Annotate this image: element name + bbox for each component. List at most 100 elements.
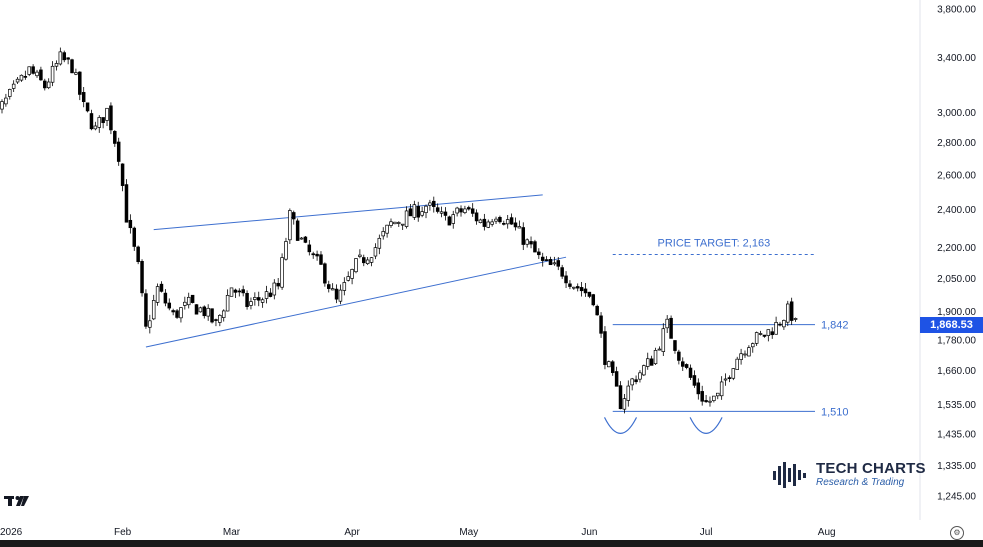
candle-body [482,218,487,227]
candle-body [669,317,673,339]
candle-body [288,210,292,241]
candle-body [183,301,187,306]
candle-body [128,219,133,229]
candle-body [342,282,347,291]
candle-body [0,101,4,110]
candle-body [700,391,704,402]
candle-body [323,263,327,284]
candle-body [420,211,424,216]
candle-body [595,305,599,316]
candle-body [229,287,234,297]
candle-body [54,63,59,67]
candle-body [113,131,117,144]
candle-body [264,291,269,299]
candle-body [159,283,164,292]
candle-body [638,372,642,380]
candle-body [478,219,483,224]
candle-body [505,219,510,225]
candle-body [225,295,230,312]
candle-body [428,202,432,206]
candle-body [747,347,751,357]
upper-trendline [153,194,543,231]
candle-body [210,308,214,323]
x-tick-label: Jun [581,527,597,538]
candle-body [179,307,183,319]
candle-body [751,343,755,348]
candle-body [719,381,724,397]
candle-body [494,218,498,222]
candle-body [537,251,541,256]
candle-body [548,259,553,266]
candle-body [237,290,242,293]
candle-body [206,307,210,317]
x-tick-label: Aug [818,527,836,538]
candle-body [603,331,607,365]
candle-body [218,315,222,323]
candle-body [739,353,743,360]
candle-body [97,117,101,128]
y-tick-label: 1,435.00 [937,430,976,441]
candle-body [684,364,689,368]
candle-body [486,221,491,228]
y-tick-label: 3,800.00 [937,5,976,16]
candle-body [463,208,467,213]
target-label: PRICE TARGET: 2,163 [658,238,771,250]
candle-body [789,301,794,321]
candle-body [540,256,545,261]
candle-body [778,323,782,326]
candle-body [327,284,331,289]
x-tick-label: Feb [114,527,132,538]
candle-body [140,261,144,294]
y-tick-label: 2,600.00 [937,170,976,181]
candle-body [400,223,405,226]
candle-body [8,89,12,97]
candle-body [533,241,537,253]
y-tick-label: 1,245.00 [937,492,976,503]
tradingview-logo-icon[interactable] [4,494,30,508]
candle-body [579,287,584,292]
candle-body [221,310,226,318]
candle-body [544,259,549,261]
candle-body [727,377,732,379]
candle-body [782,320,786,328]
settings-gear-icon[interactable]: ⚙ [950,526,964,540]
candle-body [626,385,631,401]
candle-body [447,216,452,226]
candle-body [404,210,409,227]
x-tick-label: Apr [344,527,360,538]
y-tick-label: 3,000.00 [937,108,976,119]
candle-body [556,260,561,267]
candle-body [572,286,576,289]
candle-body [513,222,518,228]
candle-body [299,237,304,240]
price-axis: 3,800.00 3,400.00 3,000.00 2,800.00 2,600.00… [937,5,976,503]
candle-body [151,300,156,320]
candle-body [373,247,378,257]
candle-body [50,65,55,83]
candle-body [393,221,397,225]
candle-body [529,241,533,245]
candle-body [509,217,514,225]
candle-body [358,254,362,257]
candle-body [81,92,86,103]
candle-body [155,286,160,303]
time-axis: 2026 Feb Mar Apr May Jun Jul Aug [0,527,836,538]
candle-body [311,253,315,256]
candle-body [758,333,763,335]
candle-body [439,211,444,214]
candle-body [630,378,634,386]
bottom-toolbar [0,540,983,547]
lower-trendline [145,256,567,348]
candle-body [568,283,572,287]
candle-body [661,328,666,352]
pattern-annotations: 1,842 1,510 PRICE TARGET: 2,163 [145,194,849,434]
candle-body [591,294,596,306]
candle-body [346,276,350,281]
y-tick-label: 1,780.00 [937,336,976,347]
last-price-badge: 1,868.53 [920,317,983,333]
candle-body [241,289,245,294]
candle-body [27,66,31,75]
candle-body [260,299,265,303]
candle-body [120,163,125,186]
candle-body [11,83,16,89]
